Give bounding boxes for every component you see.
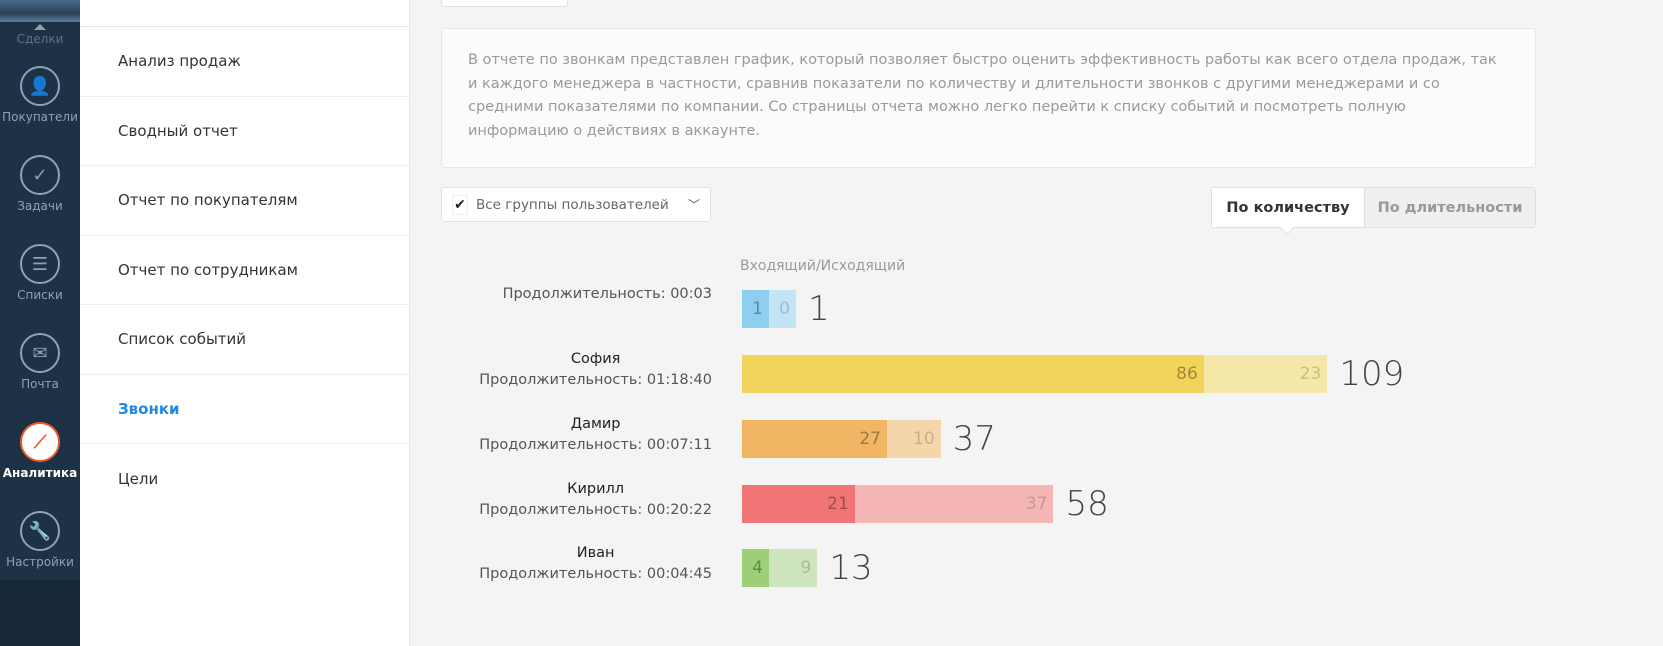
bar-total-label: 109 <box>1339 354 1405 394</box>
submenu-item[interactable]: Звонки <box>80 375 409 444</box>
chart-row: Кирилл Продолжительность: 00:20:22 21 37 58 <box>441 481 1541 523</box>
bar-outgoing[interactable]: 37 <box>854 485 1054 523</box>
nav-scroll-up[interactable]: Сделки <box>0 22 80 60</box>
duration-prefix: Продолжительность: <box>502 286 666 302</box>
submenu-item[interactable]: Цели <box>118 469 159 488</box>
manager-name[interactable]: Иван <box>576 545 615 561</box>
nav-item-label: Почта <box>21 377 59 391</box>
row-label: Кирилл Продолжительность: 00:20:22 <box>479 479 712 521</box>
duration-value: 00:04:45 <box>646 566 712 582</box>
bar-outgoing[interactable]: 0 <box>769 290 796 328</box>
submenu-top <box>80 0 409 27</box>
chart-row: София Продолжительность: 01:18:40 86 23 109 <box>441 351 1541 393</box>
chart-row: Дамир Продолжительность: 00:07:11 27 10 37 <box>441 416 1541 458</box>
duration-value: 00:07:11 <box>646 437 712 453</box>
nav-item-4[interactable]: ⟋ Аналитика <box>0 422 80 505</box>
tab-by-count[interactable]: По количеству <box>1212 188 1364 227</box>
duration-prefix: Продолжительность: <box>479 502 643 518</box>
tasks-icon: ✓ <box>20 155 60 195</box>
analytics-submenu: Анализ продаж Сводный отчет Отчет по покуп… <box>80 0 410 646</box>
bar-total-label: 58 <box>1065 484 1109 524</box>
bar-total-label: 13 <box>829 548 873 588</box>
nav-item-1[interactable]: ✓ Задачи <box>0 155 80 238</box>
filter-label: Все группы пользователей <box>476 196 669 213</box>
nav-item-label: Аналитика <box>2 466 78 480</box>
nav-item-label: Списки <box>17 288 63 302</box>
bar-incoming[interactable]: 27 <box>742 420 887 458</box>
chart-legend: Входящий/Исходящий <box>740 258 906 274</box>
manager-name[interactable]: София <box>570 351 621 367</box>
bar-outgoing[interactable]: 10 <box>886 420 941 458</box>
row-label: Иван Продолжительность: 00:04:45 <box>479 543 712 585</box>
report-description: В отчете по звонкам представлен график, … <box>441 28 1536 168</box>
bar-group: 86 23 109 <box>742 355 1404 393</box>
settings-icon: 🔧 <box>20 511 60 551</box>
tab-by-duration[interactable]: По длительности <box>1364 188 1535 227</box>
nav-item-label: Настройки <box>6 555 74 569</box>
duration-prefix: Продолжительность: <box>479 372 643 388</box>
mode-toggle: По количеству По длительности <box>1211 187 1536 228</box>
checkbox-checked-icon[interactable]: ✔ <box>452 194 468 215</box>
manager-name[interactable]: Дамир <box>570 416 621 432</box>
chart-row: Продолжительность: 00:03 1 0 1 <box>441 286 1541 328</box>
bar-group: 21 37 58 <box>742 485 1109 523</box>
row-label: Продолжительность: 00:03 <box>503 284 712 305</box>
submenu-item[interactable]: Список событий <box>80 305 409 375</box>
bar-group: 4 9 13 <box>742 549 873 587</box>
nav-item-0[interactable]: 👤 Покупатели <box>0 66 80 149</box>
bar-incoming[interactable]: 1 <box>742 290 769 328</box>
nav-item-5[interactable]: 🔧 Настройки <box>0 511 80 594</box>
chart-row: Иван Продолжительность: 00:04:45 4 9 13 <box>441 545 1541 587</box>
row-label: София Продолжительность: 01:18:40 <box>479 349 712 391</box>
bar-incoming[interactable]: 21 <box>742 485 855 523</box>
duration-value: 00:20:22 <box>646 502 712 518</box>
main-nav: Сделки 👤 Покупатели ✓ Задачи ☰ Списки ✉ Почта ⟋ А… <box>0 0 80 646</box>
bar-outgoing[interactable]: 9 <box>769 549 818 587</box>
bar-incoming[interactable]: 86 <box>742 355 1204 393</box>
mail-icon: ✉ <box>20 333 60 373</box>
submenu-item[interactable]: Отчет по покупателям <box>80 166 409 236</box>
customers-icon: 👤 <box>20 66 60 106</box>
submenu-item[interactable]: Анализ продаж <box>80 27 409 97</box>
manager-name[interactable]: Кирилл <box>567 481 625 497</box>
lists-icon: ☰ <box>20 244 60 284</box>
bar-outgoing[interactable]: 23 <box>1203 355 1328 393</box>
submenu-item[interactable]: Отчет по сотрудникам <box>80 236 409 305</box>
chevron-down-icon: ﹀ <box>687 198 700 212</box>
duration-prefix: Продолжительность: <box>479 566 643 582</box>
duration-value: 00:03 <box>670 286 712 302</box>
nav-bottom <box>0 580 80 646</box>
bar-total-label: 1 <box>808 289 830 329</box>
duration-value: 01:18:40 <box>646 372 712 388</box>
top-button[interactable] <box>441 0 568 7</box>
bar-total-label: 37 <box>952 419 996 459</box>
analytics-icon: ⟋ <box>20 422 60 462</box>
submenu-item[interactable]: Сводный отчет <box>80 97 409 166</box>
nav-item-label: Задачи <box>17 199 63 213</box>
account-photo[interactable] <box>0 0 80 22</box>
row-label: Дамир Продолжительность: 00:07:11 <box>479 414 712 456</box>
duration-prefix: Продолжительность: <box>479 437 643 453</box>
nav-item-3[interactable]: ✉ Почта <box>0 333 80 416</box>
bar-incoming[interactable]: 4 <box>742 549 769 587</box>
nav-item-2[interactable]: ☰ Списки <box>0 244 80 327</box>
user-group-filter[interactable]: ✔ Все группы пользователей ﹀ <box>441 187 711 222</box>
bar-group: 27 10 37 <box>742 420 996 458</box>
nav-item-label: Покупатели <box>2 110 78 124</box>
